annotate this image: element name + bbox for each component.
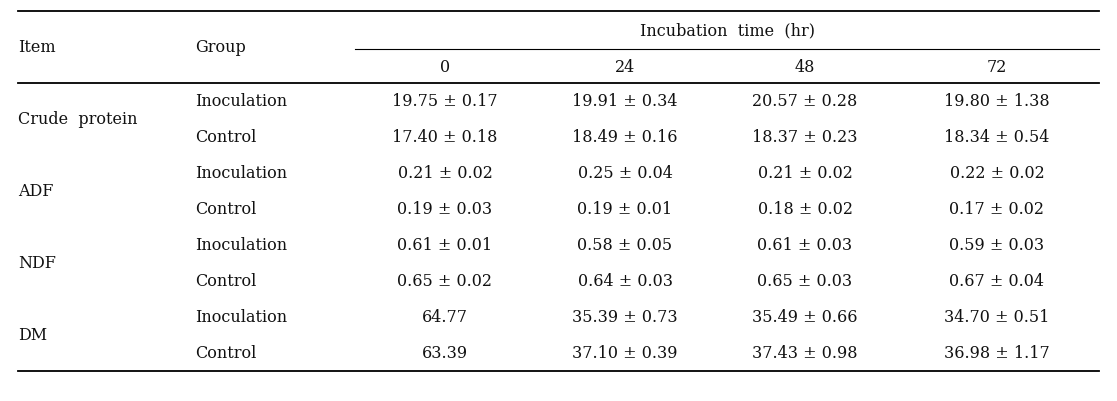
Text: 19.91 ± 0.34: 19.91 ± 0.34	[572, 93, 678, 110]
Text: 0.21 ± 0.02: 0.21 ± 0.02	[398, 165, 493, 182]
Text: 0.19 ± 0.03: 0.19 ± 0.03	[398, 201, 493, 218]
Text: 35.39 ± 0.73: 35.39 ± 0.73	[572, 309, 678, 326]
Text: 0.22 ± 0.02: 0.22 ± 0.02	[949, 165, 1044, 182]
Text: 0.65 ± 0.03: 0.65 ± 0.03	[757, 273, 852, 290]
Text: 36.98 ± 1.17: 36.98 ± 1.17	[944, 344, 1050, 362]
Text: Control: Control	[195, 344, 257, 362]
Text: 19.75 ± 0.17: 19.75 ± 0.17	[392, 93, 498, 110]
Text: 0.25 ± 0.04: 0.25 ± 0.04	[577, 165, 672, 182]
Text: 24: 24	[614, 59, 636, 75]
Text: 0.61 ± 0.03: 0.61 ± 0.03	[757, 237, 852, 254]
Text: Control: Control	[195, 201, 257, 218]
Text: 37.43 ± 0.98: 37.43 ± 0.98	[752, 344, 858, 362]
Text: 0.64 ± 0.03: 0.64 ± 0.03	[577, 273, 672, 290]
Text: Item: Item	[18, 39, 56, 57]
Text: Inoculation: Inoculation	[195, 165, 287, 182]
Text: 63.39: 63.39	[422, 344, 468, 362]
Text: 0.65 ± 0.02: 0.65 ± 0.02	[398, 273, 493, 290]
Text: 17.40 ± 0.18: 17.40 ± 0.18	[392, 129, 498, 146]
Text: 0.21 ± 0.02: 0.21 ± 0.02	[757, 165, 852, 182]
Text: 72: 72	[986, 59, 1008, 75]
Text: 35.49 ± 0.66: 35.49 ± 0.66	[752, 309, 858, 326]
Text: 19.80 ± 1.38: 19.80 ± 1.38	[944, 93, 1050, 110]
Text: ADF: ADF	[18, 183, 54, 200]
Text: 18.49 ± 0.16: 18.49 ± 0.16	[572, 129, 678, 146]
Text: 37.10 ± 0.39: 37.10 ± 0.39	[572, 344, 678, 362]
Text: NDF: NDF	[18, 255, 56, 272]
Text: Inoculation: Inoculation	[195, 93, 287, 110]
Text: 64.77: 64.77	[422, 309, 468, 326]
Text: Inoculation: Inoculation	[195, 237, 287, 254]
Text: 0.19 ± 0.01: 0.19 ± 0.01	[577, 201, 672, 218]
Text: 0.58 ± 0.05: 0.58 ± 0.05	[577, 237, 672, 254]
Text: 18.34 ± 0.54: 18.34 ± 0.54	[944, 129, 1050, 146]
Text: 0.18 ± 0.02: 0.18 ± 0.02	[757, 201, 852, 218]
Text: 34.70 ± 0.51: 34.70 ± 0.51	[944, 309, 1050, 326]
Text: Inoculation: Inoculation	[195, 309, 287, 326]
Text: 18.37 ± 0.23: 18.37 ± 0.23	[752, 129, 858, 146]
Text: Incubation  time  (hr): Incubation time (hr)	[640, 22, 814, 39]
Text: 0: 0	[440, 59, 450, 75]
Text: Group: Group	[195, 39, 246, 57]
Text: 0.59 ± 0.03: 0.59 ± 0.03	[949, 237, 1044, 254]
Text: 0.67 ± 0.04: 0.67 ± 0.04	[949, 273, 1044, 290]
Text: Control: Control	[195, 273, 257, 290]
Text: 20.57 ± 0.28: 20.57 ± 0.28	[753, 93, 858, 110]
Text: 0.61 ± 0.01: 0.61 ± 0.01	[398, 237, 493, 254]
Text: 48: 48	[795, 59, 815, 75]
Text: 0.17 ± 0.02: 0.17 ± 0.02	[949, 201, 1044, 218]
Text: Control: Control	[195, 129, 257, 146]
Text: DM: DM	[18, 327, 47, 344]
Text: Crude  protein: Crude protein	[18, 111, 137, 128]
